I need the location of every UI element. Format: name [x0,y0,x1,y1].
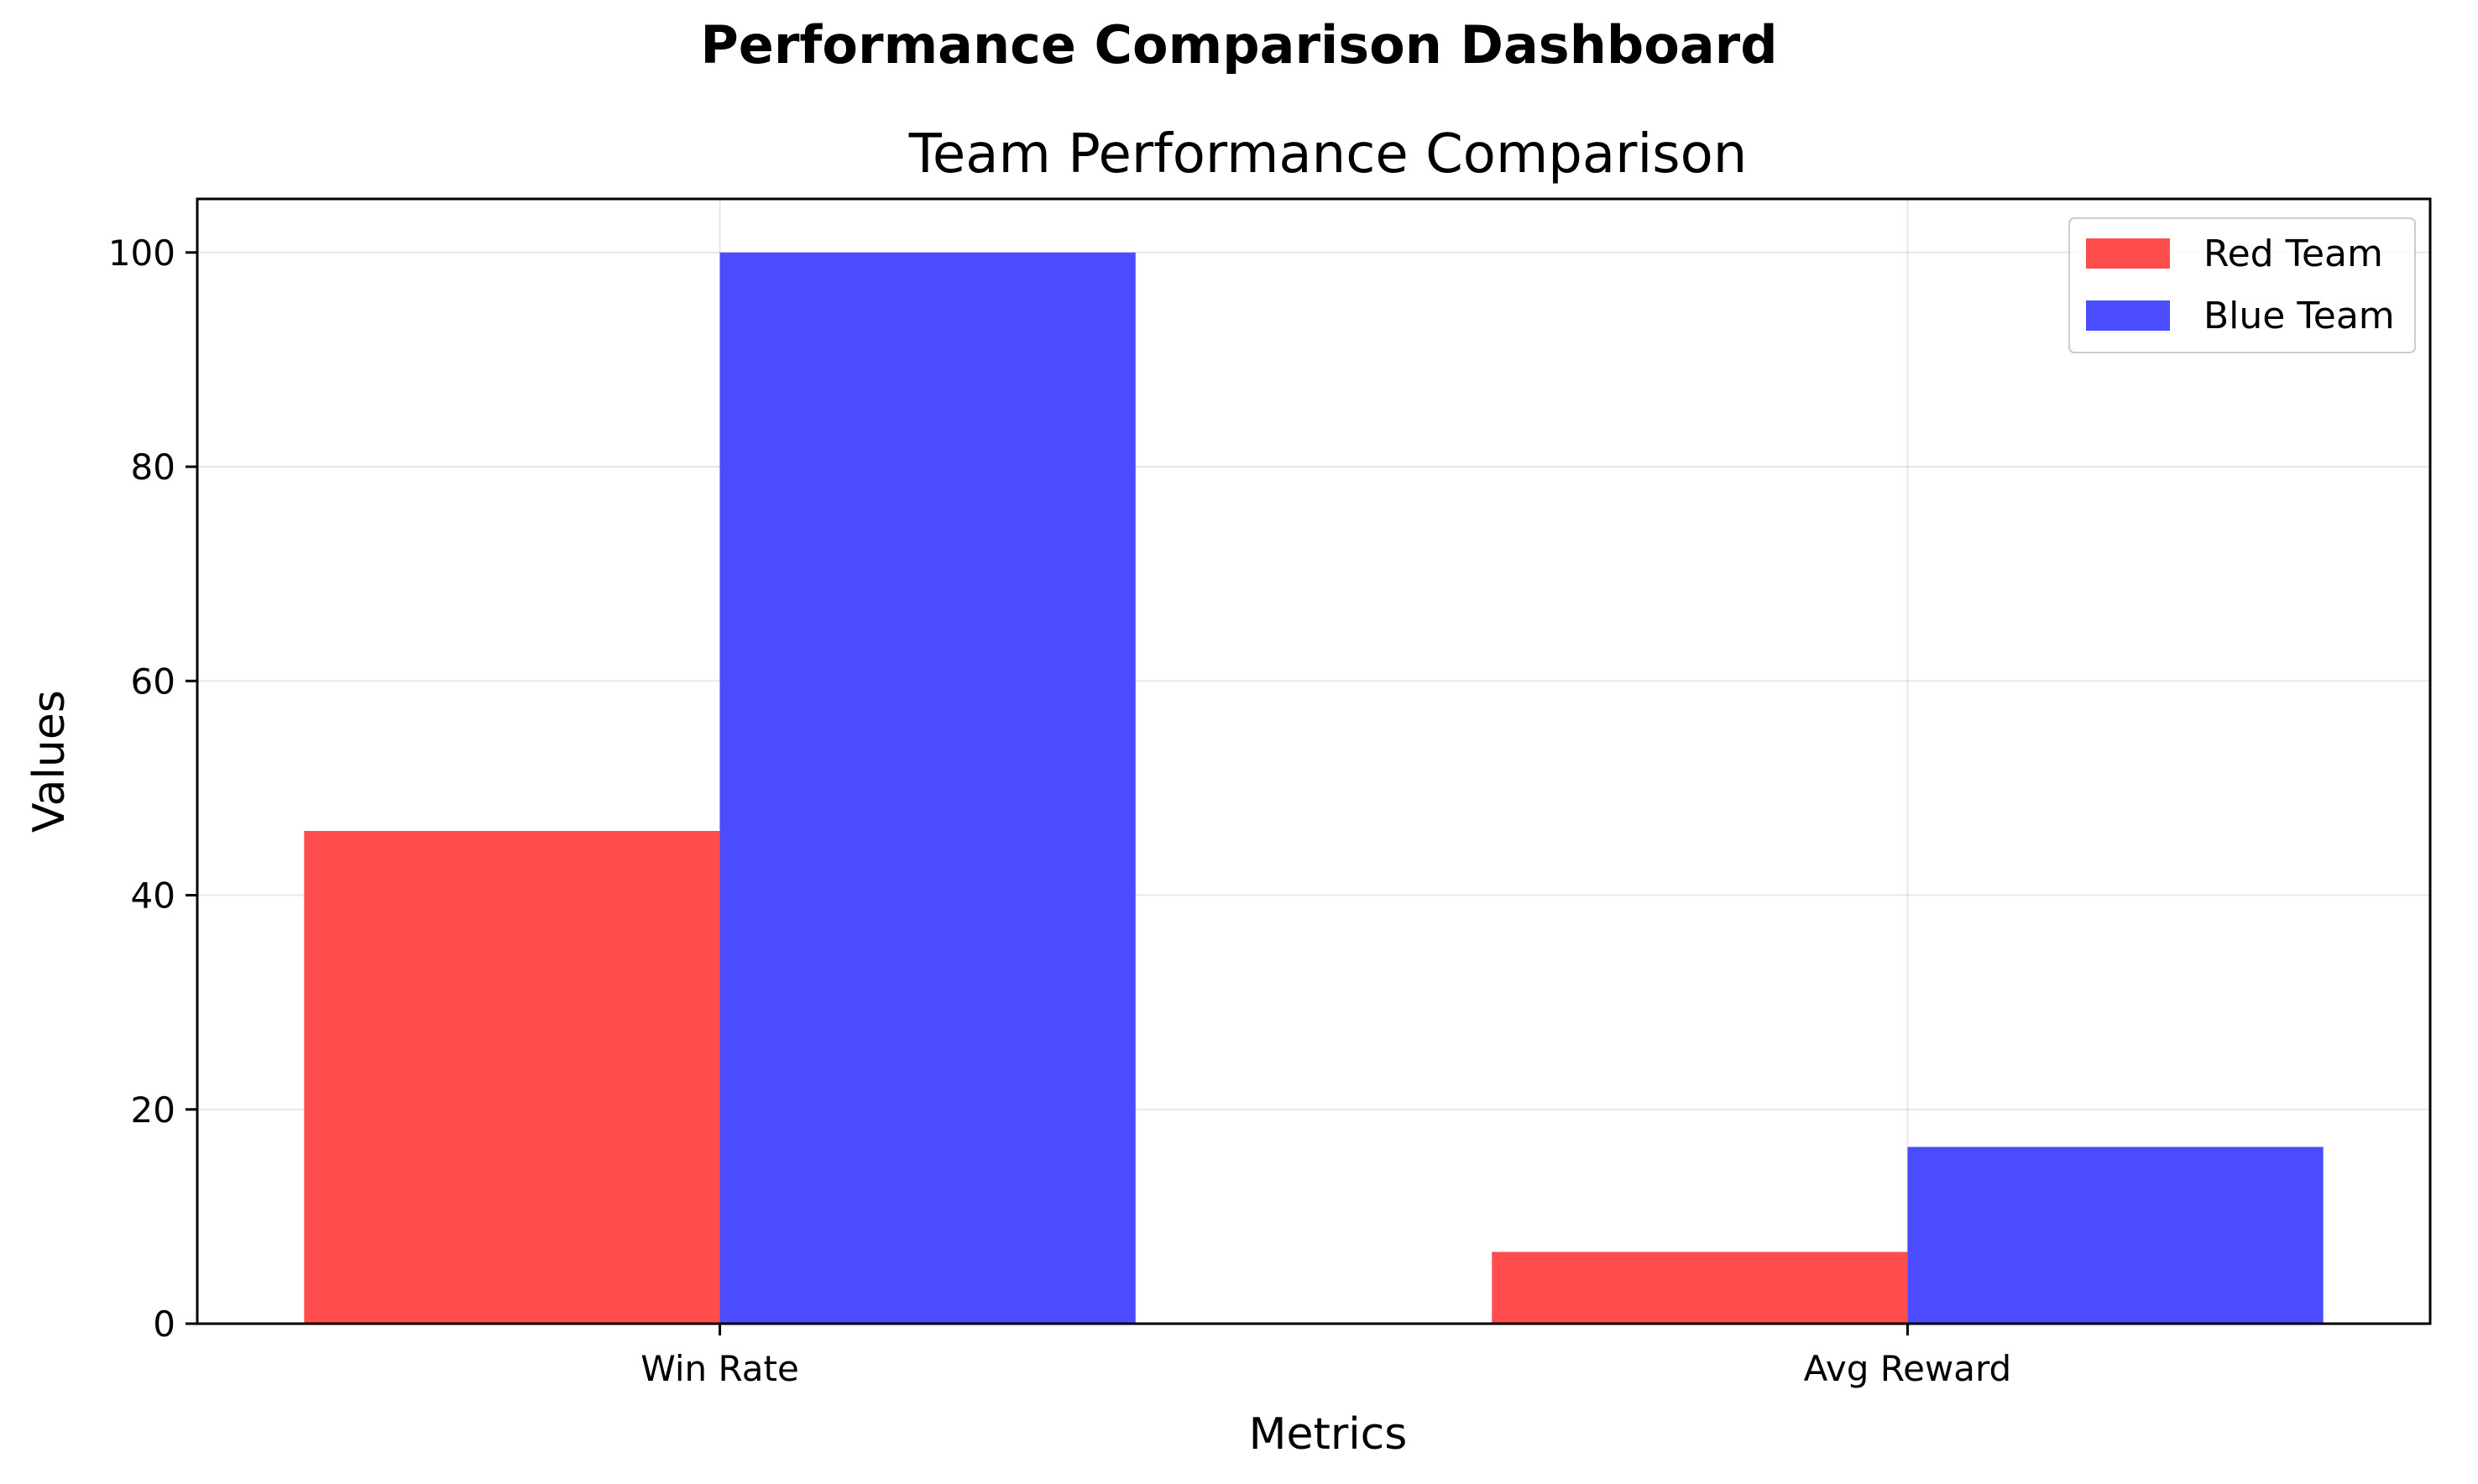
y-tick-label: 0 [153,1304,175,1345]
bar-red-team [1492,1251,1908,1324]
y-tick-label: 100 [108,233,175,274]
x-tick-label: Avg Reward [1804,1348,2012,1389]
axis-ticks: 0 20 40 60 80 100 Win Rate Avg Reward [108,233,2011,1389]
x-axis-label: Metrics [1249,1409,1408,1460]
legend: Red Team Blue Team [2068,217,2416,353]
bars [304,252,2324,1324]
legend-swatch [2086,300,2170,331]
bar-blue-team [719,252,1136,1324]
x-tick-label: Win Rate [640,1348,799,1389]
bar-red-team [304,830,720,1324]
legend-label: Blue Team [2204,295,2395,337]
legend-swatch [2086,238,2170,269]
y-tick-label: 20 [131,1089,175,1131]
y-axis-label: Values [24,690,75,833]
y-tick-label: 80 [131,447,175,488]
chart-title: Team Performance Comparison [908,123,1748,186]
y-tick-label: 40 [131,875,175,917]
plot-frame [196,197,2432,1325]
legend-label: Red Team [2204,233,2383,275]
y-tick-label: 60 [131,661,175,702]
bar-blue-team [1907,1147,2324,1324]
dashboard-title: Performance Comparison Dashboard [700,14,1777,76]
